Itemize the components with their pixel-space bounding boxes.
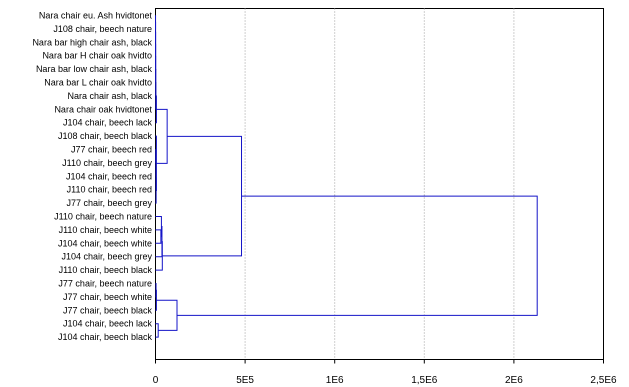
leaf-label: J104 chair, beech grey (61, 252, 152, 262)
leaf-label: J77 chair, beech nature (58, 279, 152, 289)
leaf-labels: Nara chair eu. Ash hvidtonet J108 chair, … (32, 11, 152, 343)
leaf-label: J110 chair, beech red (67, 185, 152, 195)
leaf-label: J110 chair, beech white (59, 225, 152, 235)
leaf-label: Nara chair eu. Ash hvidtonet (39, 11, 153, 21)
leaf-label: J104 chair, beech lack (63, 319, 153, 329)
x-tick-label: 5E5 (236, 375, 254, 386)
leaf-label: J77 chair, beech black (63, 305, 153, 315)
leaf-label: J110 chair, beech nature (54, 212, 152, 222)
leaf-label: J110 chair, beech black (59, 265, 153, 275)
leaf-label: J108 chair, beech nature (53, 24, 152, 34)
leaf-label: J77 chair, beech white (63, 292, 152, 302)
x-tick-label: 1E6 (326, 375, 344, 386)
x-tick-label: 1,5E6 (411, 375, 438, 386)
x-tick-label: 2,5E6 (590, 375, 617, 386)
plot-frame (155, 8, 604, 360)
leaf-label: Nara bar low chair ash, black (36, 64, 153, 74)
leaf-label: J77 chair, beech grey (66, 198, 152, 208)
leaf-label: Nara chair oak hvidtonet (54, 104, 152, 114)
leaf-label: J104 chair, beech red (66, 171, 152, 181)
leaf-label: Nara chair ash, black (67, 91, 152, 101)
x-tick-label: 0 (153, 375, 159, 386)
leaf-label: J110 chair, beech grey (62, 158, 152, 168)
leaf-label: J104 chair, beech lack (63, 118, 153, 128)
x-tick-label: 2E6 (505, 375, 523, 386)
x-axis-ticks: 0 5E5 1E6 1,5E6 2E6 2,5E6 (153, 359, 617, 386)
leaf-label: Nara bar high chair ash, black (32, 37, 152, 47)
dendrogram-link (177, 195, 538, 316)
dendrogram-tree (155, 15, 538, 338)
leaf-label: J108 chair, beech black (58, 131, 153, 141)
leaf-label: J104 chair, beech black (58, 332, 153, 342)
leaf-label: J77 chair, beech red (71, 145, 152, 155)
leaf-label: J104 chair, beech white (58, 238, 152, 248)
leaf-label: Nara bar L chair oak hvidto (44, 78, 152, 88)
leaf-label: Nara bar H chair oak hvidto (42, 51, 152, 61)
